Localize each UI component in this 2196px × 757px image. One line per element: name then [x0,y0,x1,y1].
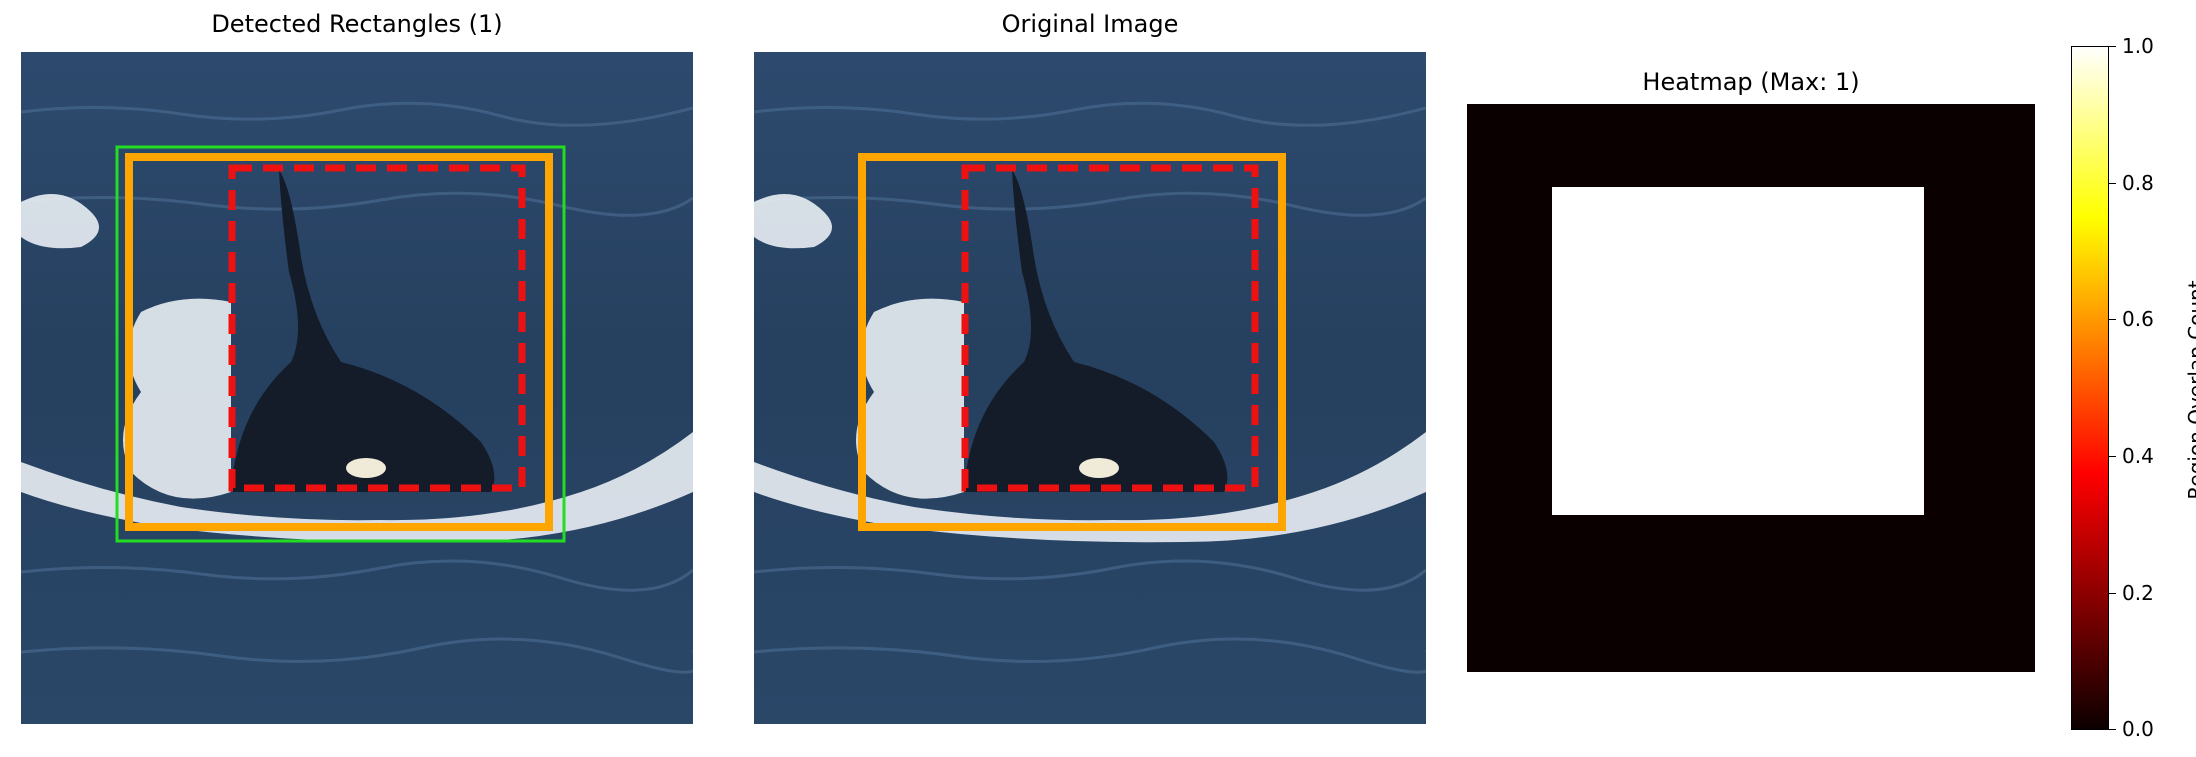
tick-mark [2109,729,2116,730]
tick-mark [2109,319,2116,320]
colorbar-label: Region Overlap Count [2184,280,2196,500]
colorbar [2071,46,2109,730]
tick-label-3: 0.6 [2122,307,2154,331]
tick-mark [2109,183,2116,184]
detected-rectangles-image [21,52,693,724]
red-dashed-rectangle [961,164,1259,492]
colorbar-gradient [2071,46,2109,730]
green-rectangle [115,145,566,543]
orca [964,170,1228,492]
panel3-title: Heatmap (Max: 1) [1642,68,1860,96]
tick-label-2: 0.4 [2122,444,2154,468]
panel2-title: Original Image [1001,10,1179,38]
tick-mark [2109,456,2116,457]
tick-mark [2109,593,2116,594]
orca [231,170,495,492]
panel1-title: Detected Rectangles (1) [211,10,503,38]
orca-eyepatch [1079,458,1119,478]
red-dashed-rectangle [228,164,526,492]
wave-texture [754,101,1426,674]
tick-mark [2109,46,2116,47]
heatmap [1467,104,2035,672]
orange-rectangle [858,153,1286,531]
wave-texture [21,101,693,674]
tick-label-0: 0.0 [2122,717,2154,741]
original-image [754,52,1426,724]
water-splash [21,194,693,543]
tick-label-1: 0.2 [2122,581,2154,605]
water-splash [754,194,1426,543]
orca-eyepatch [346,458,386,478]
heatmap-overlap-region [1552,187,1924,515]
orange-rectangle [125,153,553,531]
tick-label-5: 1.0 [2122,34,2154,58]
tick-label-4: 0.8 [2122,171,2154,195]
